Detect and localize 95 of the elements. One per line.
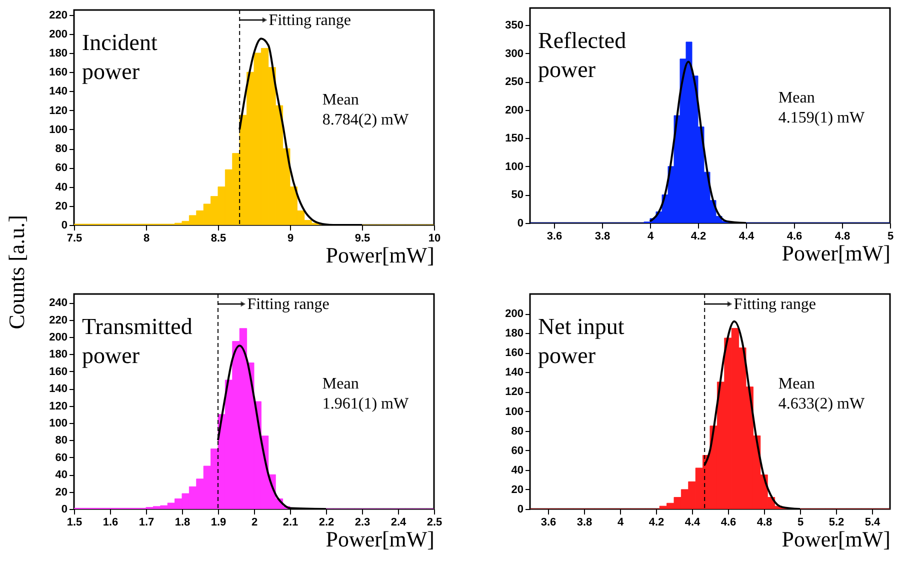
y-tick-label: 200 [505,308,524,320]
y-tick-label: 120 [49,104,68,117]
x-axis-title: Power[mW] [326,242,434,268]
x-axis-title: Power[mW] [326,526,434,552]
x-tick-label: 10 [428,232,441,244]
y-tick-label: 200 [505,104,524,116]
x-tick-label: 8 [143,232,150,244]
x-tick-label: 5.2 [828,516,844,528]
x-tick-label: 4.4 [684,516,702,528]
y-tick-label: 60 [511,444,524,457]
x-tick-label: 4.4 [738,230,756,242]
y-tick-label: 140 [49,86,68,98]
y-tick-label: 40 [55,469,68,482]
y-tick-label: 20 [55,200,68,212]
x-tick-label: 4.6 [720,516,736,528]
annotation: Net input power [538,314,625,368]
x-tick-label: 4.8 [834,230,850,242]
x-tick-label: 7.5 [66,232,82,244]
x-tick-label: 2.2 [318,516,334,528]
x-tick-label: 4 [617,516,624,528]
x-tick-label: 1.9 [210,516,226,528]
x-tick-label: 5 [797,516,804,528]
y-tick-label: 0 [61,504,68,516]
x-tick-label: 2 [251,516,258,528]
x-tick-label: 3.8 [594,230,610,242]
x-tick-label: 9.5 [354,232,370,244]
annotation: Mean 4.633(2) mW [778,376,866,413]
y-axis-title: Counts [a.u.] [4,215,29,330]
y-tick-label: 100 [49,124,68,136]
y-tick-label: 200 [49,28,68,40]
x-tick-label: 2.4 [390,516,408,528]
x-tick-label: 5.4 [864,516,882,528]
x-tick-label: 4 [647,230,654,242]
y-tick-label: 250 [505,76,524,88]
y-tick-label: 50 [511,189,524,202]
y-tick-label: 60 [55,452,68,464]
y-tick-label: 350 [505,19,524,32]
ref-line-label: Fitting range [268,12,352,29]
y-tick-label: 60 [55,162,68,174]
annotation: Mean 1.961(1) mW [322,376,410,413]
y-tick-label: 180 [505,328,524,340]
y-tick-label: 20 [55,486,68,498]
y-tick-label: 140 [505,366,524,379]
x-tick-label: 3.8 [576,516,592,528]
x-tick-label: 4.6 [786,230,802,242]
x-axis-title: Power[mW] [782,526,890,552]
y-tick-label: 300 [505,48,524,60]
x-tick-label: 4.8 [756,516,772,528]
x-tick-label: 1.7 [138,516,154,528]
annotation: Incident power [82,30,158,84]
x-tick-label: 1.6 [102,516,118,528]
y-tick-label: 160 [49,366,68,378]
ref-line-label: Fitting range [734,296,816,313]
x-axis-title: Power[mW] [782,240,890,266]
y-tick-label: 120 [505,386,524,398]
y-tick-label: 100 [505,406,524,418]
y-tick-label: 140 [49,383,68,396]
y-tick-label: 160 [505,347,524,360]
x-tick-label: 3.6 [546,230,562,242]
ref-line-label: Fitting range [247,296,330,313]
y-tick-label: 100 [49,418,68,430]
x-tick-label: 4.2 [648,516,664,528]
y-tick-label: 20 [511,484,524,496]
x-tick-label: 2.5 [426,516,442,528]
y-tick-label: 220 [49,9,68,22]
y-tick-label: 240 [49,297,68,310]
y-tick-label: 160 [49,66,68,79]
y-tick-label: 80 [511,425,524,438]
annotation: Transmitted power [82,314,193,368]
x-tick-label: 2.1 [282,516,298,528]
y-tick-label: 120 [49,400,68,412]
y-tick-label: 180 [49,48,68,60]
x-tick-label: 3.6 [540,516,556,528]
y-tick-label: 180 [49,348,68,361]
x-tick-label: 1.8 [174,516,190,528]
y-tick-label: 0 [61,220,68,232]
y-tick-label: 220 [49,314,68,326]
y-tick-label: 200 [49,332,68,344]
y-tick-label: 100 [505,160,524,173]
x-tick-label: 2.3 [354,516,370,528]
annotation: Mean 8.784(2) mW [322,92,410,129]
y-tick-label: 0 [517,504,524,516]
x-tick-label: 8.5 [210,232,226,244]
annotation: Reflected power [538,28,627,82]
y-tick-label: 0 [517,218,524,230]
x-tick-label: 1.5 [66,516,82,528]
y-tick-label: 150 [505,132,524,145]
annotation: Mean 4.159(1) mW [778,90,866,127]
x-tick-label: 4.2 [690,230,706,242]
y-tick-label: 40 [511,464,524,476]
x-tick-label: 5 [887,230,894,242]
y-tick-label: 80 [55,434,68,447]
y-tick-label: 80 [55,143,68,156]
y-tick-label: 40 [55,181,68,194]
x-tick-label: 9 [287,232,294,244]
